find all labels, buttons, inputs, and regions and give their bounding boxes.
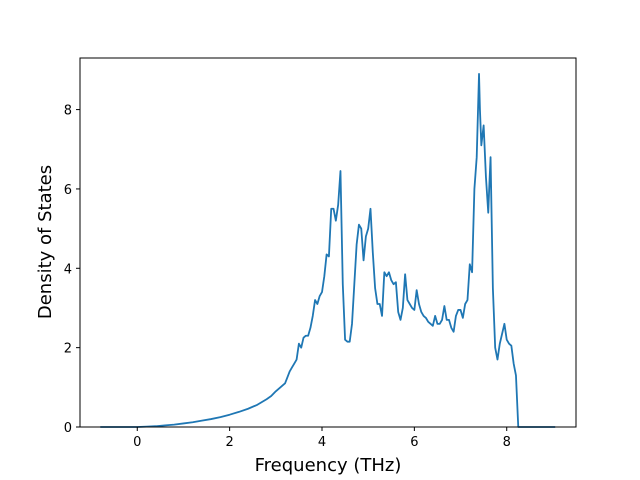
series-line-1 (100, 72, 556, 428)
y-tick-label: 2 (64, 342, 72, 357)
y-tick-label: 8 (64, 104, 72, 119)
y-axis-label: Density of States (35, 165, 56, 319)
x-tick-label: 2 (225, 435, 233, 450)
y-tick-label: 4 (64, 262, 72, 277)
plot-frame (79, 57, 577, 428)
x-tick-label: 4 (318, 435, 326, 450)
x-tick-label: 8 (503, 435, 511, 450)
y-tick-label: 0 (64, 421, 72, 436)
y-tick-label: 6 (64, 183, 72, 198)
x-tick-label: 0 (133, 435, 141, 450)
x-tick-label: 6 (410, 435, 418, 450)
x-axis-label: Frequency (THz) (255, 455, 402, 476)
